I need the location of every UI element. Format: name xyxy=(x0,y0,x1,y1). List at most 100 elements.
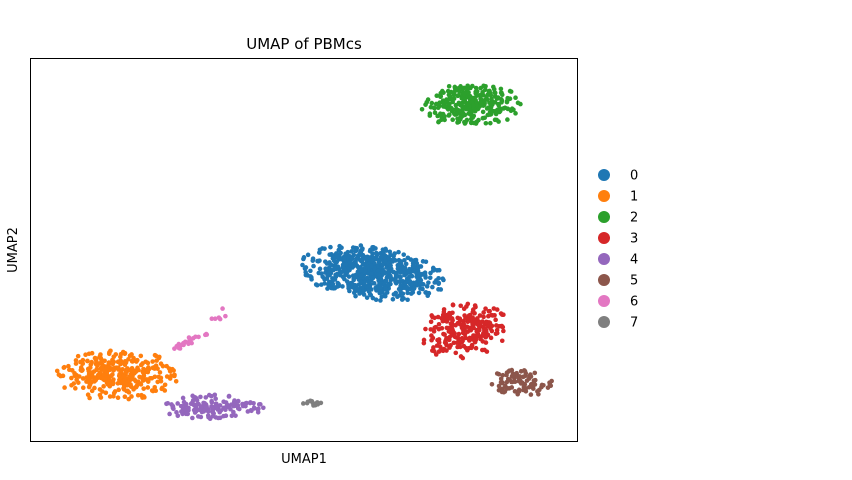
cell-point xyxy=(111,393,116,399)
cell-point xyxy=(188,401,194,407)
cell-point xyxy=(435,105,441,111)
cell-point xyxy=(512,379,518,385)
cluster-4-points xyxy=(164,392,266,422)
cell-point xyxy=(247,400,253,406)
cell-point xyxy=(480,109,486,115)
cell-point xyxy=(115,395,121,401)
cell-point xyxy=(498,97,504,102)
legend-marker xyxy=(598,295,610,307)
cell-point xyxy=(498,376,504,382)
cell-point xyxy=(494,323,499,328)
legend-item-6: 6 xyxy=(598,295,638,310)
cell-point xyxy=(472,317,478,323)
cell-point xyxy=(487,322,492,328)
cell-point xyxy=(300,262,305,268)
cell-point xyxy=(414,260,420,266)
cell-point xyxy=(154,358,159,363)
cell-point xyxy=(358,273,364,278)
cell-point xyxy=(125,388,130,394)
cell-point xyxy=(182,406,188,412)
cell-point xyxy=(438,93,444,99)
cell-point xyxy=(476,323,482,329)
cell-point xyxy=(337,243,342,249)
cell-point xyxy=(342,256,347,262)
legend-label: 7 xyxy=(630,316,638,331)
cell-point xyxy=(245,409,251,414)
cell-point xyxy=(468,327,474,333)
cell-point xyxy=(326,282,331,287)
cell-point xyxy=(102,358,107,364)
cell-point xyxy=(470,309,476,315)
cell-point xyxy=(426,280,431,285)
cell-point xyxy=(489,108,494,113)
cell-point xyxy=(94,367,99,373)
cell-point xyxy=(496,102,502,108)
cell-point xyxy=(308,268,313,274)
legend-item-3: 3 xyxy=(598,232,638,247)
cell-point xyxy=(136,379,141,385)
cell-point xyxy=(410,290,416,295)
cell-point xyxy=(110,372,115,377)
cell-point xyxy=(323,270,328,275)
cell-point xyxy=(80,376,86,381)
cell-point xyxy=(448,343,453,348)
cell-point xyxy=(101,384,106,389)
cell-point xyxy=(165,400,171,406)
cell-point xyxy=(209,316,215,321)
cell-point xyxy=(347,259,353,265)
cell-point xyxy=(461,306,467,312)
legend-label: 1 xyxy=(630,190,638,205)
cell-point xyxy=(446,325,452,331)
cell-point xyxy=(452,84,458,90)
cell-point xyxy=(387,249,393,255)
cell-point xyxy=(396,269,402,275)
cell-point xyxy=(345,249,351,255)
cell-point xyxy=(481,314,486,320)
cell-point xyxy=(370,295,376,301)
cell-point xyxy=(111,359,116,365)
cell-point xyxy=(313,282,319,287)
cell-point xyxy=(427,275,433,281)
cell-point xyxy=(518,381,524,386)
cell-point xyxy=(436,287,441,292)
cell-point xyxy=(473,345,479,351)
cell-point xyxy=(513,95,518,101)
cell-point xyxy=(489,96,494,102)
cell-point xyxy=(466,317,471,323)
cell-point xyxy=(335,254,340,260)
cell-point xyxy=(231,409,236,415)
cell-point xyxy=(492,90,498,96)
cell-point xyxy=(466,111,471,116)
cell-point xyxy=(256,402,262,407)
cell-point xyxy=(129,365,135,371)
cell-point xyxy=(160,385,165,391)
cell-point xyxy=(456,331,462,337)
cell-point xyxy=(465,301,471,307)
cell-point xyxy=(459,340,465,345)
cell-point xyxy=(217,316,223,322)
cell-point xyxy=(445,107,451,112)
cell-point xyxy=(524,378,530,383)
cell-point xyxy=(431,105,437,110)
cell-point xyxy=(127,353,133,359)
cell-point xyxy=(404,285,410,290)
cell-point xyxy=(164,363,169,369)
cell-point xyxy=(317,258,322,263)
cell-point xyxy=(206,414,211,420)
cell-point xyxy=(494,330,500,336)
cell-point xyxy=(88,362,94,367)
cell-point xyxy=(468,95,474,100)
cell-point xyxy=(167,411,172,417)
cell-point xyxy=(509,385,515,390)
cell-point xyxy=(428,319,434,325)
cell-point xyxy=(487,112,493,117)
y-axis-label: UMAP2 xyxy=(6,227,21,273)
cell-point xyxy=(418,264,424,269)
cell-point xyxy=(84,379,89,384)
legend-marker xyxy=(598,190,610,202)
cell-point xyxy=(396,249,401,255)
cell-point xyxy=(60,373,66,379)
cell-point xyxy=(444,336,449,341)
cell-point xyxy=(483,319,489,325)
cell-point xyxy=(518,369,524,374)
